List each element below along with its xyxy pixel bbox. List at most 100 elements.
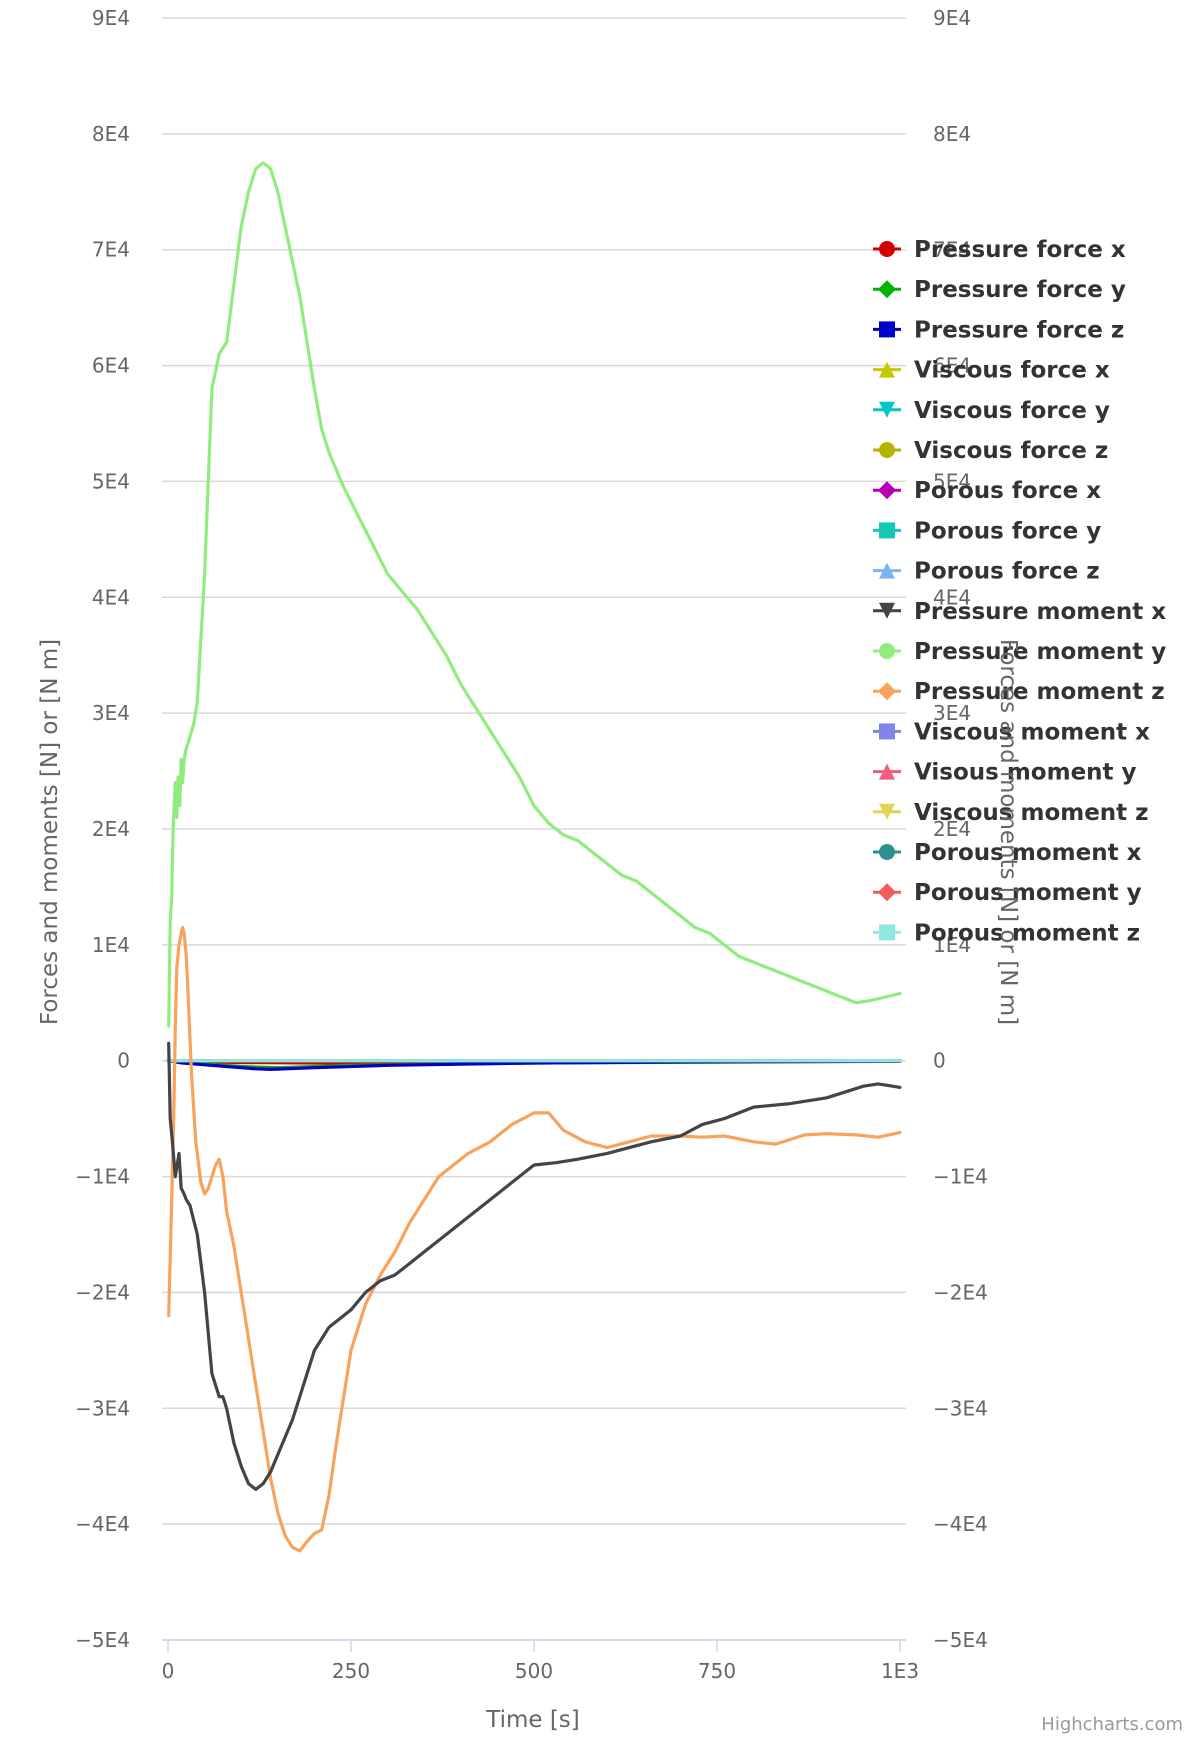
legend-item-porous-force-z[interactable]: Porous force z: [873, 559, 1100, 585]
x-tick-label: 500: [515, 1659, 553, 1683]
y-tick-label-left: −4E4: [75, 1512, 130, 1536]
x-axis: 0 250 500 750 1E3: [162, 1639, 919, 1683]
y-tick-label-left: −5E4: [75, 1628, 130, 1652]
y-tick-label-left: 6E4: [92, 354, 130, 378]
y-tick-label-right: 7E4: [933, 238, 971, 262]
y-tick-label-right: −1E4: [933, 1165, 988, 1189]
legend-label: Pressure force y: [914, 277, 1126, 303]
y-tick-label-left: 0: [117, 1049, 130, 1073]
y-tick-label-right: 6E4: [933, 354, 971, 378]
legend-label: Pressure force x: [914, 237, 1126, 263]
legend-label: Pressure moment z: [914, 679, 1165, 705]
y-tick-label-right: −3E4: [933, 1396, 988, 1420]
legend-marker-diamond-icon: [878, 682, 896, 701]
y-tick-label-right: −5E4: [933, 1628, 988, 1652]
y-tick-label-left: 5E4: [92, 469, 130, 493]
legend-item-porous-force-x[interactable]: Porous force x: [873, 478, 1101, 504]
legend: Pressure force x Pressure force y Pressure…: [873, 237, 1166, 946]
y-tick-label-left: 9E4: [92, 6, 130, 30]
legend-label: Porous moment y: [914, 880, 1142, 906]
legend-marker-triangle-down-icon: [879, 401, 895, 418]
legend-item-porous-force-y[interactable]: Porous force y: [873, 518, 1101, 544]
y-axis-left: 9E4 8E4 7E4 6E4 5E4 4E4 3E4 2E4 1E4 0 −1E4 −2E4 −3E4…: [75, 6, 130, 1652]
legend-label: Viscous moment x: [914, 719, 1150, 745]
y-tick-label-left: −3E4: [75, 1396, 130, 1420]
y-tick-label-right: 5E4: [933, 469, 971, 493]
y-tick-label-left: −1E4: [75, 1165, 130, 1189]
y-tick-label-right: 1E4: [933, 933, 971, 957]
legend-marker-square-icon: [879, 723, 895, 740]
legend-marker-triangle-down-icon: [879, 602, 895, 619]
legend-label: Visous moment y: [914, 760, 1137, 786]
legend-label: Porous moment x: [914, 840, 1142, 866]
y-tick-label-left: 7E4: [92, 238, 130, 262]
y-tick-label-right: 9E4: [933, 6, 971, 30]
legend-item-pressure-force-z[interactable]: Pressure force z: [873, 317, 1124, 343]
legend-item-pressure-force-y[interactable]: Pressure force y: [873, 277, 1126, 303]
legend-item-pressure-moment-y[interactable]: Pressure moment y: [873, 639, 1166, 665]
y-tick-label-right: 3E4: [933, 701, 971, 725]
legend-label: Porous force y: [914, 518, 1101, 544]
legend-label: Pressure force z: [914, 317, 1124, 343]
y-tick-label-left: 4E4: [92, 585, 130, 609]
y-tick-label-left: 3E4: [92, 701, 130, 725]
y-tick-label-right: 2E4: [933, 817, 971, 841]
y-tick-label-left: −2E4: [75, 1280, 130, 1304]
legend-label: Viscous force z: [914, 438, 1108, 464]
y-tick-label-left: 8E4: [92, 122, 130, 146]
y-axis-title-right: Forces and moments [N] or [N m]: [995, 639, 1021, 1025]
legend-label: Pressure moment y: [914, 639, 1166, 665]
legend-marker-diamond-icon: [878, 883, 896, 902]
legend-item-porous-moment-z[interactable]: Porous moment z: [873, 920, 1140, 946]
series-line-pressure-force-z: [166, 1059, 902, 1071]
y-tick-label-left: 2E4: [92, 817, 130, 841]
x-tick-label: 750: [698, 1659, 736, 1683]
legend-marker-triangle-icon: [879, 361, 895, 378]
y-axis-title-left: Forces and moments [N] or [N m]: [37, 639, 63, 1025]
x-tick-label: 1E3: [881, 1659, 919, 1683]
legend-label: Viscous force x: [914, 358, 1110, 384]
legend-label: Viscous moment z: [914, 800, 1149, 826]
legend-label: Viscous force y: [914, 398, 1110, 424]
legend-marker-triangle-down-icon: [879, 803, 895, 820]
legend-item-porous-moment-x[interactable]: Porous moment x: [873, 840, 1142, 866]
legend-item-viscous-force-x[interactable]: Viscous force x: [873, 358, 1110, 384]
legend-marker-triangle-icon: [879, 562, 895, 579]
grid-lines: [162, 17, 906, 1641]
legend-marker-circle-icon: [879, 643, 895, 659]
y-axis-right: 9E4 8E4 7E4 6E4 5E4 4E4 3E4 2E4 1E4 0 −1E4 −2E4 −3E4…: [933, 6, 988, 1652]
legend-item-viscous-force-y[interactable]: Viscous force y: [873, 398, 1110, 424]
legend-item-pressure-moment-z[interactable]: Pressure moment z: [873, 679, 1165, 705]
legend-item-viscous-moment-z[interactable]: Viscous moment z: [873, 800, 1149, 826]
legend-item-pressure-moment-x[interactable]: Pressure moment x: [873, 599, 1166, 625]
legend-item-visous-moment-y[interactable]: Visous moment y: [873, 760, 1137, 786]
series-line-pressure-moment-x: [167, 1041, 902, 1491]
y-tick-label-right: 0: [933, 1049, 946, 1073]
y-tick-label-right: −4E4: [933, 1512, 988, 1536]
legend-label: Pressure moment x: [914, 599, 1166, 625]
series-line-pressure-moment-y: [167, 161, 902, 1028]
legend-marker-diamond-icon: [878, 280, 896, 299]
y-tick-label-right: −2E4: [933, 1280, 988, 1304]
legend-label: Porous force x: [914, 478, 1101, 504]
legend-label: Porous force z: [914, 559, 1100, 585]
series-line-pressure-moment-z: [167, 925, 902, 1553]
legend-item-viscous-force-z[interactable]: Viscous force z: [873, 438, 1108, 464]
y-tick-label-right: 4E4: [933, 585, 971, 609]
y-tick-label-right: 8E4: [933, 122, 971, 146]
legend-marker-diamond-icon: [878, 481, 896, 500]
legend-item-viscous-moment-x[interactable]: Viscous moment x: [873, 719, 1150, 745]
y-tick-label-left: 1E4: [92, 933, 130, 957]
x-tick-label: 250: [332, 1659, 370, 1683]
legend-marker-circle-icon: [879, 442, 895, 458]
credits-link[interactable]: Highcharts.com: [1041, 1714, 1183, 1735]
x-axis-title: Time [s]: [485, 1707, 580, 1733]
legend-marker-circle-icon: [879, 241, 895, 257]
x-tick-label: 0: [162, 1659, 175, 1683]
legend-marker-square-icon: [879, 321, 895, 338]
legend-label: Porous moment z: [914, 920, 1140, 946]
legend-item-pressure-force-x[interactable]: Pressure force x: [873, 237, 1126, 263]
plot-series: [166, 161, 902, 1553]
legend-item-porous-moment-y[interactable]: Porous moment y: [873, 880, 1142, 906]
